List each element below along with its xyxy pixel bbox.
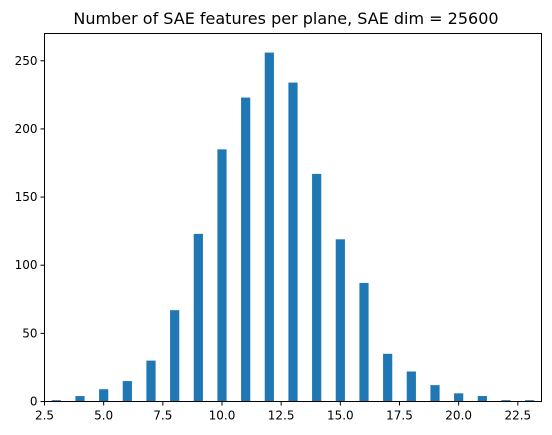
histogram-bar	[477, 396, 487, 402]
y-tick-label: 250	[15, 54, 38, 68]
histogram-bar	[217, 149, 227, 402]
x-axis-ticks: 2.5 5.0 7.5 10.0 12.5 15.0 17.5 20.0 22.5	[35, 401, 531, 423]
chart-title: Number of SAE features per plane, SAE di…	[73, 9, 498, 28]
histogram-bar	[406, 371, 416, 402]
x-tick-label: 2.5	[35, 409, 54, 423]
histogram-bar	[75, 396, 85, 402]
y-tick-label: 200	[15, 122, 38, 136]
x-tick-label: 15.0	[327, 409, 354, 423]
y-tick-label: 50	[22, 326, 37, 340]
x-tick-label: 17.5	[386, 409, 413, 423]
histogram-bar	[454, 393, 464, 402]
histogram-bar	[51, 400, 61, 402]
y-tick-label: 150	[15, 190, 38, 204]
histogram-bar	[241, 97, 251, 402]
histogram-bar	[359, 282, 369, 402]
x-tick-label: 22.5	[504, 409, 531, 423]
histogram-bar	[288, 82, 298, 402]
histogram-bar	[383, 353, 393, 402]
histogram-bar	[122, 381, 132, 402]
histogram-bar	[264, 52, 274, 402]
x-tick-label: 5.0	[94, 409, 113, 423]
histogram-bar	[193, 233, 203, 402]
bars-group	[51, 52, 535, 402]
histogram-bar	[170, 310, 180, 402]
histogram-bar	[430, 385, 440, 402]
plot-frame	[44, 33, 542, 402]
y-axis-ticks: 0 50 100 150 200 250	[15, 54, 45, 409]
x-tick-label: 10.0	[209, 409, 236, 423]
histogram-bar	[501, 400, 511, 402]
x-tick-label: 20.0	[445, 409, 472, 423]
x-tick-label: 12.5	[268, 409, 295, 423]
y-tick-label: 100	[15, 258, 38, 272]
histogram-bar	[99, 389, 109, 402]
histogram-bar	[146, 360, 156, 402]
histogram-bar	[312, 173, 322, 402]
histogram-bar	[335, 239, 345, 402]
y-tick-label: 0	[30, 395, 38, 409]
histogram-bar	[525, 400, 535, 402]
x-tick-label: 7.5	[153, 409, 172, 423]
